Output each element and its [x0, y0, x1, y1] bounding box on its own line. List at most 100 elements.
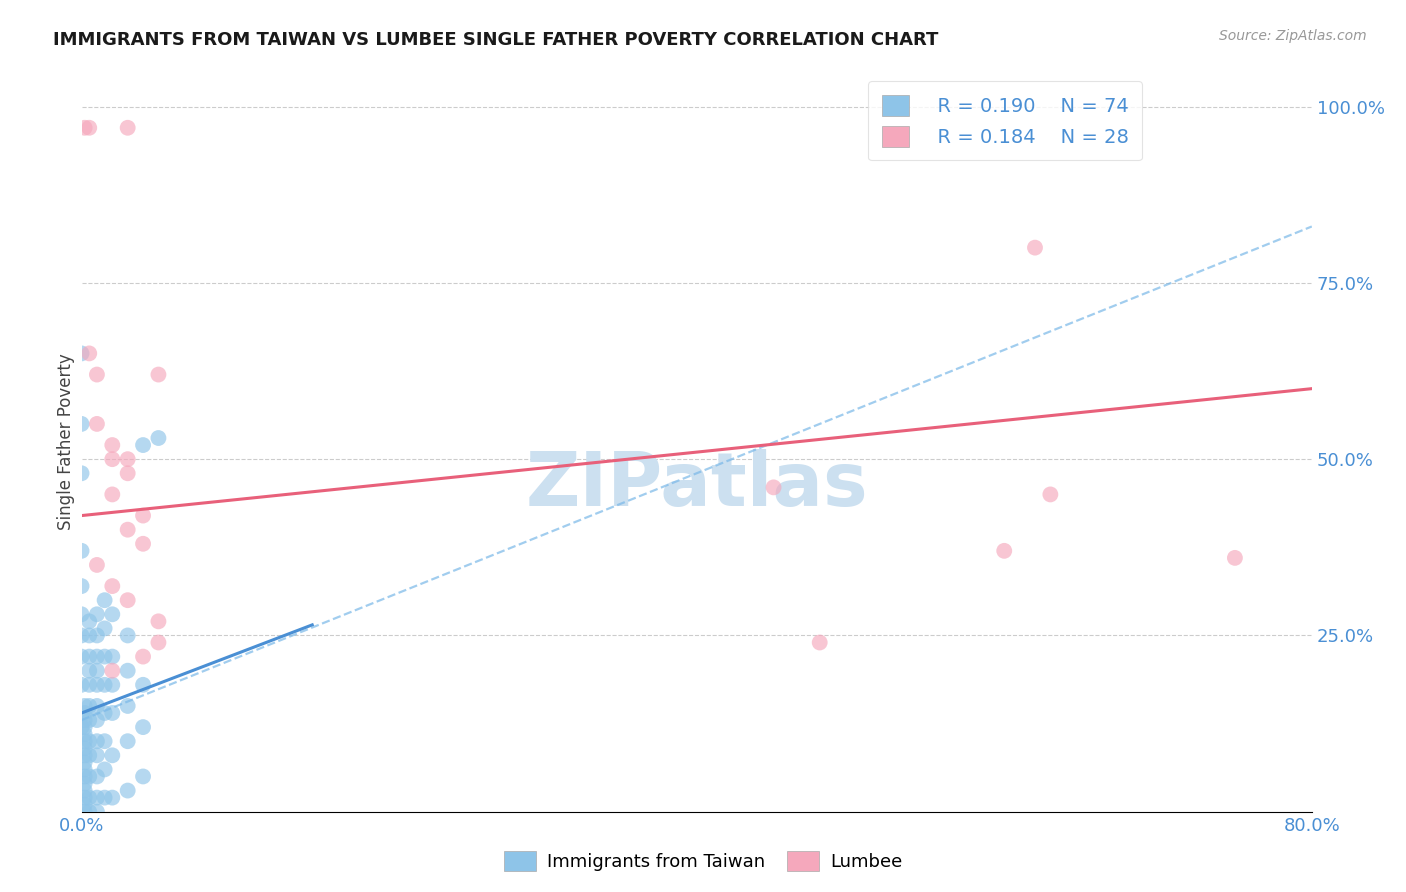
- Point: [70, 467, 93, 481]
- Point: [86, 368, 108, 382]
- Point: [101, 579, 124, 593]
- Point: [77, 664, 100, 678]
- Point: [101, 452, 124, 467]
- Point: [132, 769, 155, 783]
- Point: [101, 678, 124, 692]
- Point: [86, 628, 108, 642]
- Point: [70, 628, 93, 642]
- Point: [132, 720, 155, 734]
- Point: [101, 649, 124, 664]
- Point: [86, 558, 108, 572]
- Legend:   R = 0.190    N = 74,   R = 0.184    N = 28: R = 0.190 N = 74, R = 0.184 N = 28: [869, 81, 1142, 161]
- Point: [70, 346, 93, 360]
- Point: [93, 763, 115, 777]
- Point: [93, 621, 115, 635]
- Point: [1039, 487, 1062, 501]
- Point: [86, 790, 108, 805]
- Point: [86, 678, 108, 692]
- Point: [808, 635, 831, 649]
- Point: [101, 748, 124, 763]
- Point: [1024, 241, 1046, 255]
- Point: [86, 698, 108, 713]
- Point: [73, 706, 96, 720]
- Point: [101, 438, 124, 452]
- Point: [86, 769, 108, 783]
- Point: [117, 120, 139, 135]
- Point: [117, 664, 139, 678]
- Point: [86, 607, 108, 622]
- Point: [93, 678, 115, 692]
- Point: [73, 776, 96, 790]
- Point: [101, 790, 124, 805]
- Point: [93, 734, 115, 748]
- Point: [77, 713, 100, 727]
- Point: [132, 537, 155, 551]
- Point: [86, 649, 108, 664]
- Point: [1223, 550, 1246, 565]
- Point: [148, 635, 170, 649]
- Point: [70, 417, 93, 431]
- Point: [762, 480, 785, 494]
- Point: [73, 727, 96, 741]
- Point: [993, 544, 1015, 558]
- Point: [117, 698, 139, 713]
- Point: [77, 120, 100, 135]
- Point: [86, 734, 108, 748]
- Point: [86, 713, 108, 727]
- Point: [73, 120, 96, 135]
- Point: [132, 438, 155, 452]
- Point: [73, 748, 96, 763]
- Point: [70, 579, 93, 593]
- Point: [132, 678, 155, 692]
- Point: [117, 783, 139, 797]
- Point: [93, 649, 115, 664]
- Point: [73, 783, 96, 797]
- Point: [117, 523, 139, 537]
- Point: [117, 452, 139, 467]
- Point: [77, 734, 100, 748]
- Text: ZIPatlas: ZIPatlas: [526, 450, 868, 523]
- Point: [70, 544, 93, 558]
- Point: [73, 790, 96, 805]
- Point: [117, 593, 139, 607]
- Point: [132, 649, 155, 664]
- Point: [73, 734, 96, 748]
- Point: [70, 720, 93, 734]
- Legend: Immigrants from Taiwan, Lumbee: Immigrants from Taiwan, Lumbee: [496, 844, 910, 879]
- Point: [77, 790, 100, 805]
- Point: [73, 797, 96, 812]
- Point: [86, 748, 108, 763]
- Point: [77, 346, 100, 360]
- Point: [86, 805, 108, 819]
- Point: [70, 678, 93, 692]
- Point: [148, 615, 170, 629]
- Point: [73, 756, 96, 770]
- Point: [73, 720, 96, 734]
- Point: [77, 769, 100, 783]
- Point: [132, 508, 155, 523]
- Point: [73, 698, 96, 713]
- Point: [73, 741, 96, 756]
- Point: [70, 607, 93, 622]
- Point: [73, 713, 96, 727]
- Point: [101, 706, 124, 720]
- Point: [77, 628, 100, 642]
- Point: [77, 805, 100, 819]
- Point: [73, 769, 96, 783]
- Point: [73, 805, 96, 819]
- Text: Source: ZipAtlas.com: Source: ZipAtlas.com: [1219, 29, 1367, 43]
- Point: [148, 431, 170, 445]
- Point: [77, 678, 100, 692]
- Point: [86, 664, 108, 678]
- Point: [117, 734, 139, 748]
- Point: [117, 467, 139, 481]
- Point: [70, 649, 93, 664]
- Point: [77, 698, 100, 713]
- Point: [101, 487, 124, 501]
- Point: [148, 368, 170, 382]
- Point: [77, 615, 100, 629]
- Point: [93, 790, 115, 805]
- Y-axis label: Single Father Poverty: Single Father Poverty: [56, 353, 75, 530]
- Point: [93, 706, 115, 720]
- Point: [73, 763, 96, 777]
